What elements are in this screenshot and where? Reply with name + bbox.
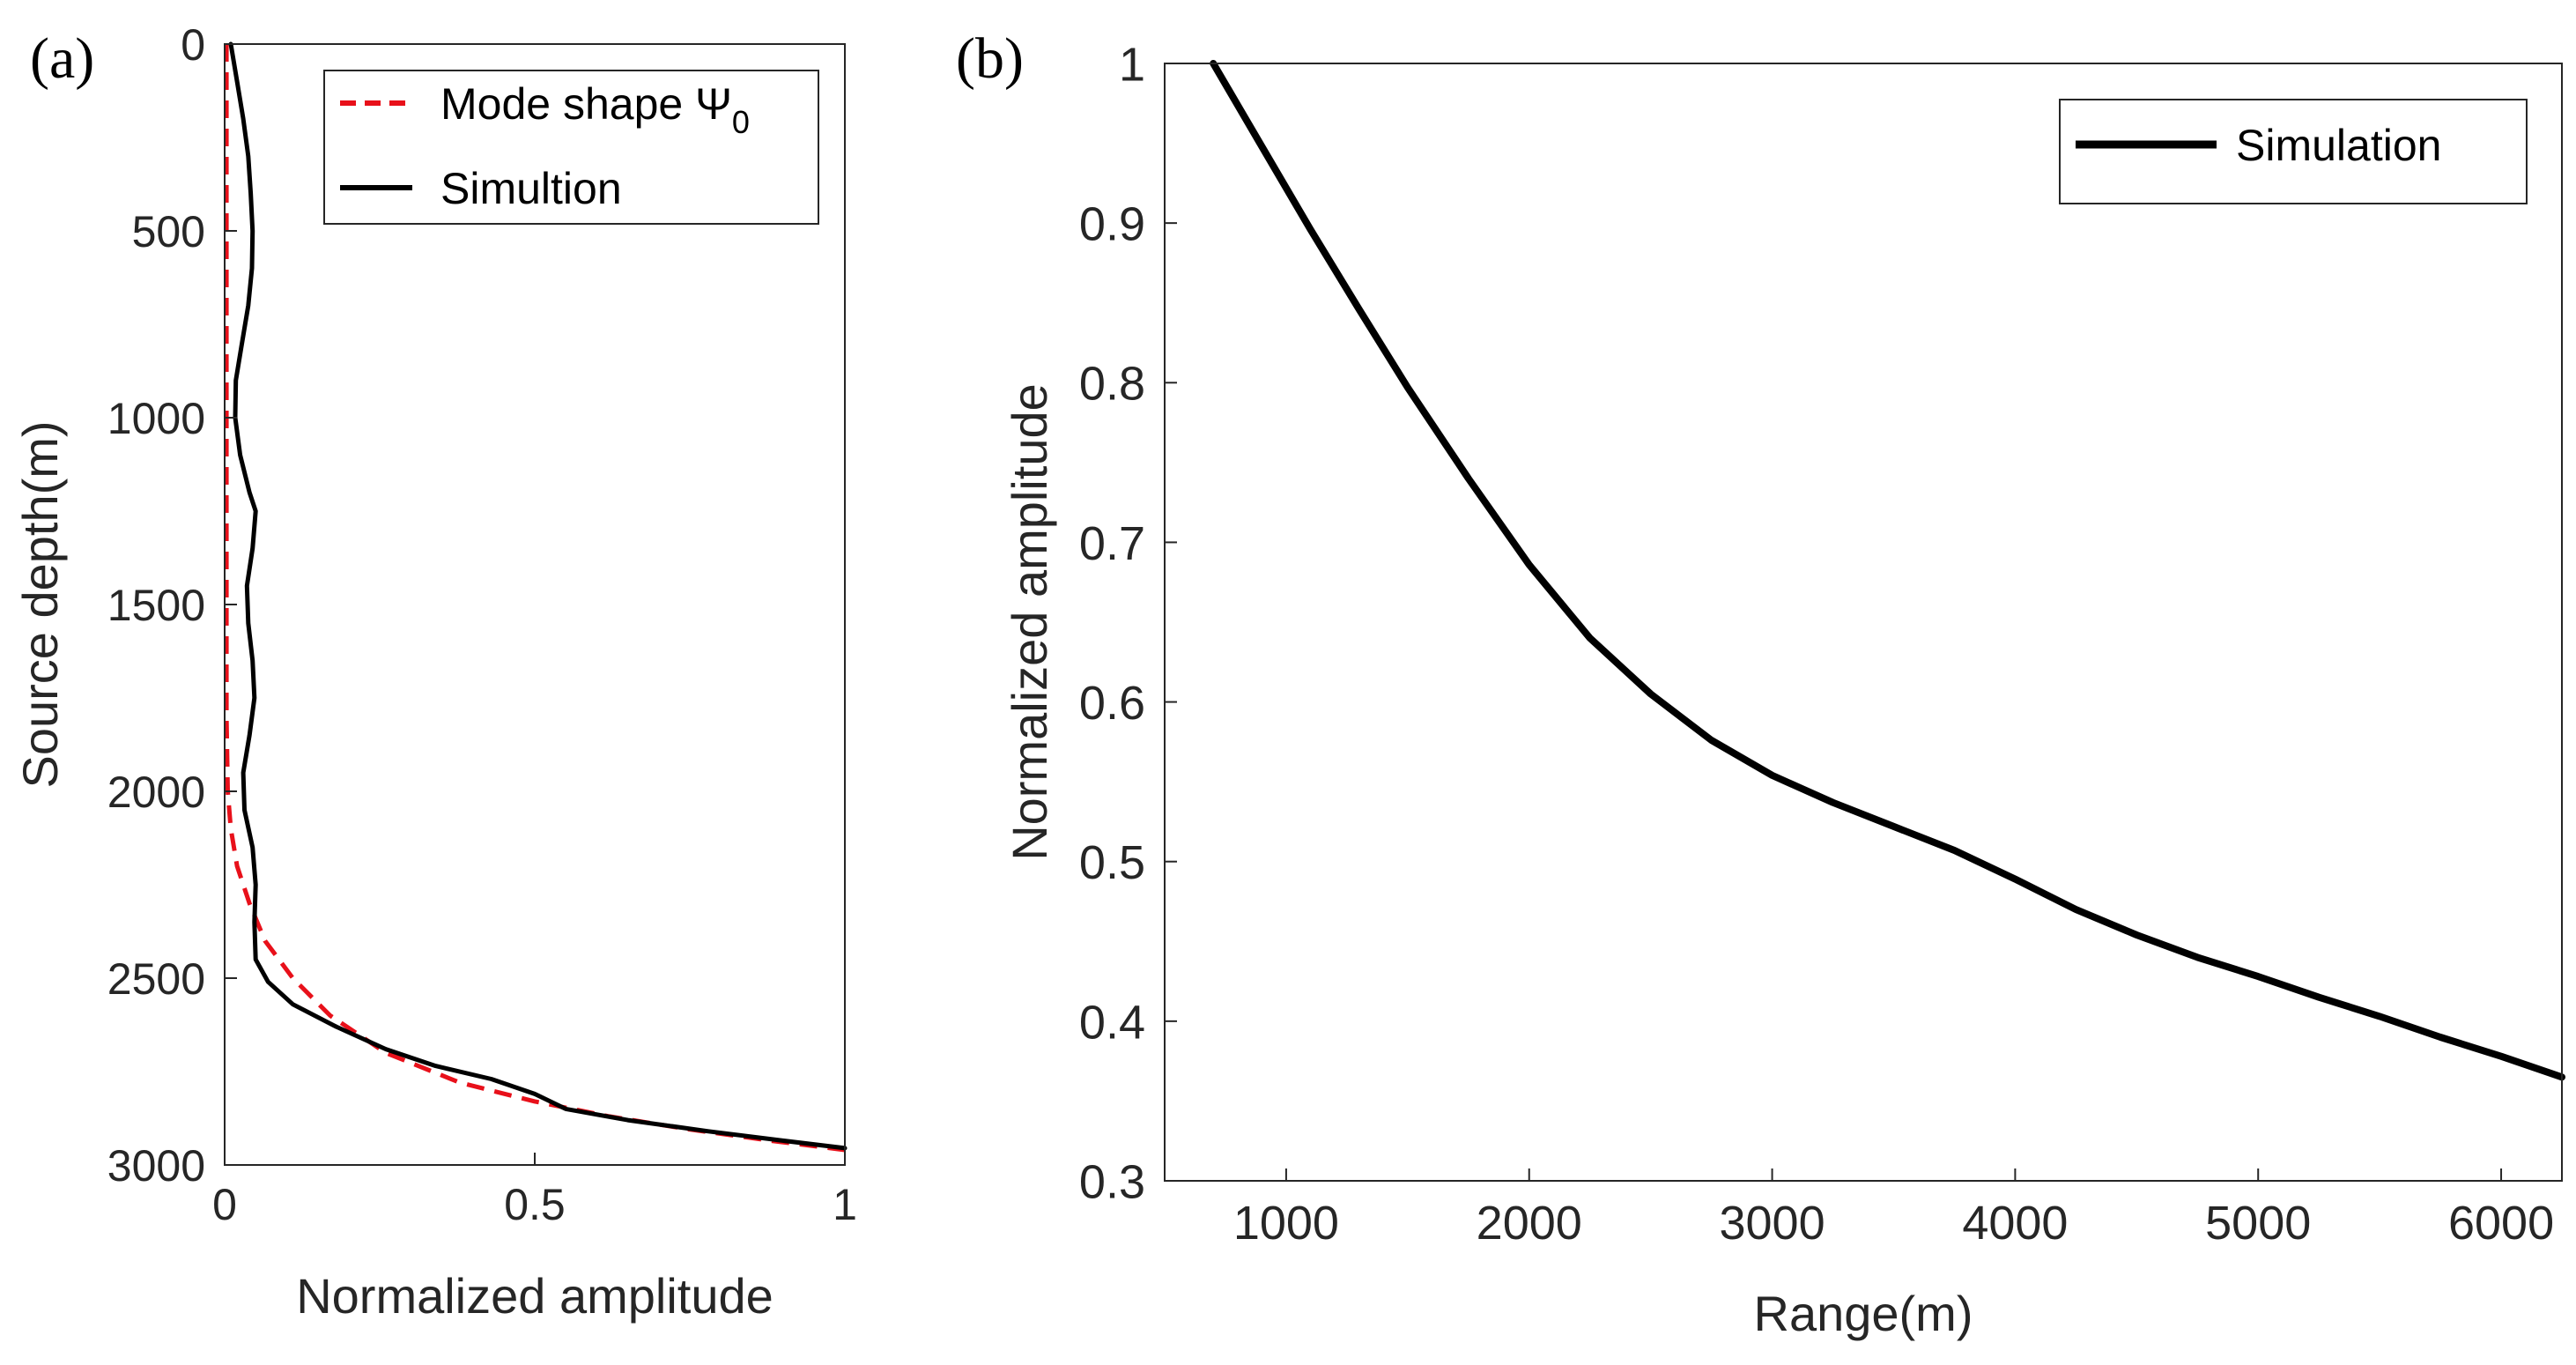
- x-tick-label: 0.5: [504, 1180, 566, 1229]
- y-tick-label: 0.5: [1079, 836, 1145, 889]
- y-tick-label: 3000: [107, 1141, 205, 1191]
- y-tick-label: 2000: [107, 768, 205, 817]
- panel-b-legend: Simulation: [2059, 99, 2528, 204]
- panel-b-legend-box: [2059, 99, 2528, 204]
- panel-b-label: (b): [956, 26, 1024, 91]
- panel-a-y-axis-label: Source depth(m): [12, 420, 68, 788]
- x-tick-label: 2000: [1477, 1197, 1582, 1250]
- y-tick-label: 1: [1119, 38, 1145, 91]
- y-tick-label: 0.7: [1079, 517, 1145, 570]
- x-tick-label: 0: [212, 1180, 237, 1229]
- panel-b-plot-area: 1000 2000 3000 4000 5000 6000 0.3 0.4 0.5 0.6 0.7…: [1079, 38, 2565, 1250]
- panel-b-x-ticks: 1000 2000 3000 4000 5000 6000: [1233, 1168, 2554, 1250]
- series-line-simultion: [228, 41, 848, 1151]
- panel-a-y-ticks: 0 500 1000 1500 2000 2500 3000: [107, 20, 237, 1191]
- y-tick-label: 0.6: [1079, 677, 1145, 730]
- series-line-simulation: [1210, 60, 2565, 1081]
- legend-label-simulation: Simulation: [2236, 121, 2441, 170]
- legend-label-mode-shape-text: Mode shape Ψ: [440, 79, 732, 129]
- panel-b-x-axis-label: Range(m): [1754, 1286, 1973, 1341]
- y-tick-label: 0.3: [1079, 1155, 1145, 1208]
- y-tick-label: 1500: [107, 581, 205, 630]
- x-tick-label: 5000: [2205, 1197, 2311, 1250]
- panel-b-chart: (b) 1000 2000 3000 4000 5000 6000 0.30.40.50.…: [956, 26, 2565, 1341]
- y-tick-label: 0.8: [1079, 358, 1145, 411]
- legend-label-mode-shape: Mode shape Ψ0: [440, 79, 750, 140]
- panel-a-legend: Mode shape Ψ0 Simultion: [323, 70, 819, 225]
- panel-a-x-axis-label: Normalized amplitude: [296, 1268, 774, 1324]
- y-tick-label: 1000: [107, 394, 205, 443]
- panel-a-legend-box: [323, 70, 819, 225]
- x-tick-label: 1000: [1233, 1197, 1339, 1250]
- panel-b-y-ticks: 0.3 0.4 0.5 0.6 0.7 0.8 0.9 1: [1079, 38, 1177, 1208]
- y-tick-label: 0.4: [1079, 996, 1145, 1049]
- y-tick-label: 2500: [107, 954, 205, 1004]
- x-tick-label: 1: [833, 1180, 857, 1229]
- x-tick-label: 4000: [1962, 1197, 2068, 1250]
- panel-b-axes-frame: [1164, 63, 2563, 1182]
- y-tick-label: 500: [132, 207, 205, 256]
- panel-b-y-axis-label: Normalized amplitude: [1002, 383, 1057, 861]
- panel-b-series-group: [1210, 60, 2565, 1081]
- y-tick-label: 0.9: [1079, 198, 1145, 251]
- legend-label-mode-shape-subscript: 0: [732, 104, 750, 140]
- panel-a-x-ticks: 0 0.5 1: [212, 1153, 857, 1229]
- panel-a-label: (a): [30, 26, 94, 91]
- x-tick-label: 6000: [2448, 1197, 2554, 1250]
- legend-label-simultion: Simultion: [440, 164, 622, 213]
- x-tick-label: 3000: [1719, 1197, 1825, 1250]
- y-tick-label: 0: [181, 20, 205, 70]
